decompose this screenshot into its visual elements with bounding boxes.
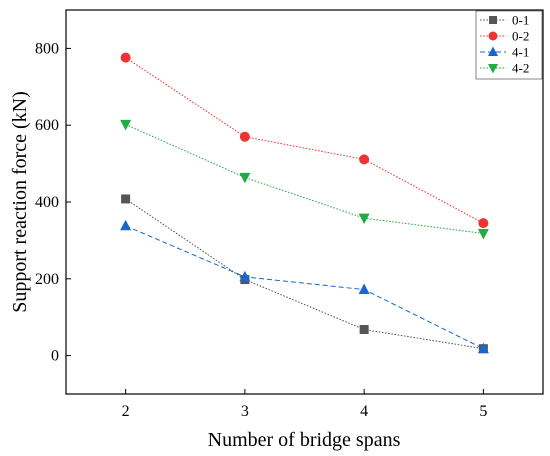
series-line bbox=[125, 57, 484, 224]
y-tick-label: 800 bbox=[35, 40, 59, 57]
y-tick-label: 600 bbox=[35, 117, 59, 134]
x-tick-label: 4 bbox=[360, 403, 368, 420]
data-point bbox=[477, 342, 489, 354]
legend-label: 0-2 bbox=[512, 29, 529, 44]
series-line bbox=[125, 198, 484, 350]
y-axis-title: Support reaction force (kN) bbox=[9, 91, 31, 313]
legend-marker bbox=[488, 46, 498, 56]
data-point bbox=[359, 324, 369, 334]
data-point bbox=[120, 52, 131, 63]
x-axis-title: Number of bridge spans bbox=[208, 429, 401, 451]
legend-item: 4-1 bbox=[480, 45, 529, 60]
y-axis-ticks: 0 200 400 600 800 bbox=[35, 40, 71, 365]
data-point bbox=[121, 194, 131, 204]
legend-label: 4-2 bbox=[512, 61, 529, 76]
legend-item: 4-2 bbox=[480, 61, 529, 76]
data-point bbox=[239, 131, 250, 142]
legend-item: 0-2 bbox=[480, 29, 529, 44]
legend-marker bbox=[488, 31, 498, 41]
series-line bbox=[125, 123, 484, 234]
series-layer bbox=[120, 52, 489, 354]
data-point bbox=[477, 228, 489, 240]
x-tick-label: 3 bbox=[241, 403, 249, 420]
x-tick-label: 2 bbox=[122, 403, 130, 420]
data-point bbox=[239, 270, 251, 282]
data-point bbox=[478, 218, 489, 229]
x-tick-label: 5 bbox=[479, 403, 487, 420]
legend-item: 0-1 bbox=[480, 13, 529, 28]
legend: 0-10-24-14-2 bbox=[475, 10, 543, 80]
legend-label: 0-1 bbox=[512, 13, 529, 28]
y-tick-label: 200 bbox=[35, 271, 59, 288]
data-point bbox=[120, 119, 132, 131]
series-0-2 bbox=[120, 52, 489, 229]
series-line bbox=[125, 225, 484, 350]
series-4-2 bbox=[120, 119, 489, 240]
legend-box bbox=[475, 10, 543, 80]
y-tick-label: 0 bbox=[51, 348, 59, 365]
legend-marker bbox=[489, 16, 497, 24]
series-4-1 bbox=[120, 219, 489, 354]
data-point bbox=[359, 154, 370, 165]
data-point bbox=[120, 219, 132, 231]
y-tick-label: 400 bbox=[35, 194, 59, 211]
data-point bbox=[358, 283, 370, 295]
plot-area bbox=[65, 9, 544, 395]
legend-label: 4-1 bbox=[512, 45, 529, 60]
data-point bbox=[358, 213, 370, 225]
x-axis-ticks: 2 3 4 5 bbox=[122, 389, 487, 420]
legend-marker bbox=[488, 64, 498, 74]
data-point bbox=[239, 172, 251, 184]
